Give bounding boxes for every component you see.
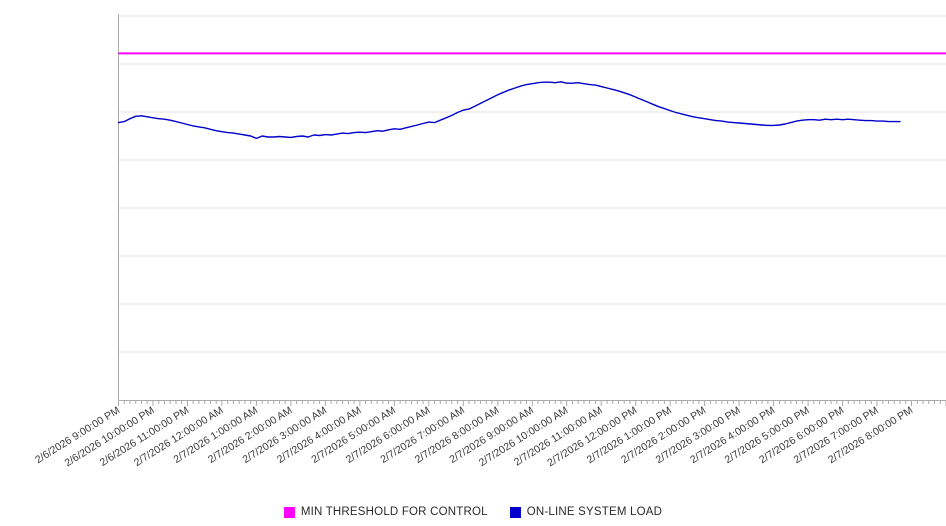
legend-label-system-load: ON-LINE SYSTEM LOAD: [526, 506, 663, 518]
legend-label-threshold: MIN THRESHOLD FOR CONTROL: [300, 506, 488, 518]
legend-swatch-system-load: [509, 506, 521, 518]
legend-swatch-threshold: [283, 506, 295, 518]
x-axis-minor-ticks: [118, 401, 946, 406]
legend-item-system-load: ON-LINE SYSTEM LOAD: [509, 506, 663, 518]
chart-legend: MIN THRESHOLD FOR CONTROL ON-LINE SYSTEM…: [0, 506, 946, 518]
y-gridlines: [118, 15, 946, 353]
x-axis-tick-labels: 2/6/2026 9:00:00 PM2/6/2026 10:00:00 PM2…: [33, 404, 915, 469]
legend-item-threshold: MIN THRESHOLD FOR CONTROL: [283, 506, 488, 518]
system-load-line-series: [117, 81, 901, 140]
